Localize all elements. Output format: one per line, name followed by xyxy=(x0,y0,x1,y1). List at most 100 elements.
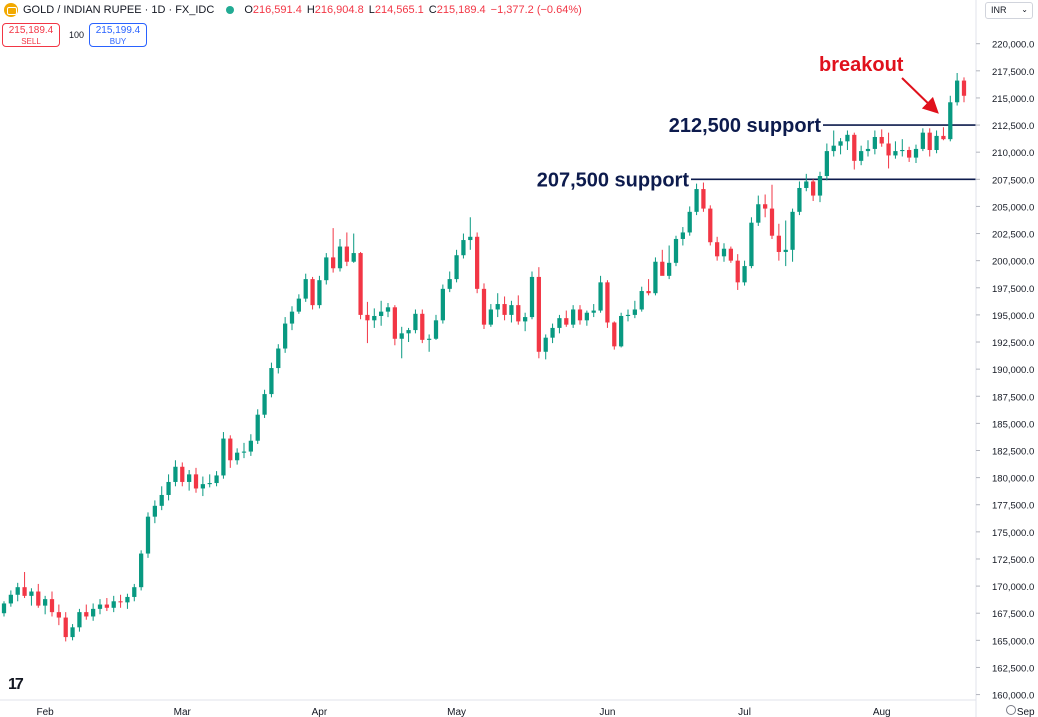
candle-body xyxy=(948,102,953,140)
x-tick-label: Aug xyxy=(873,707,891,717)
chevron-down-icon: ⌄ xyxy=(1021,5,1028,14)
candle xyxy=(735,254,740,290)
candle xyxy=(701,182,706,212)
open-key: O xyxy=(244,4,253,16)
candle xyxy=(303,273,308,302)
candle xyxy=(152,500,157,524)
candle xyxy=(337,238,343,272)
candle xyxy=(36,583,41,608)
close-value: 215,189.4 xyxy=(436,4,486,16)
candle-body xyxy=(221,438,226,476)
candle xyxy=(427,334,432,352)
y-tick-label: 172,500.0 xyxy=(992,555,1034,566)
settings-icon[interactable] xyxy=(1006,705,1016,715)
candle xyxy=(660,249,665,276)
y-tick-label: 210,000.0 xyxy=(992,148,1034,159)
y-tick-label: 207,500.0 xyxy=(992,175,1034,186)
candle-body xyxy=(502,304,507,315)
candle-body xyxy=(708,208,713,243)
candle-body xyxy=(173,466,178,482)
candle xyxy=(358,251,363,320)
candle xyxy=(241,442,247,459)
candle-body xyxy=(673,238,679,263)
candle xyxy=(344,232,349,267)
candle xyxy=(15,582,20,602)
candle xyxy=(125,593,130,609)
candle xyxy=(331,228,336,273)
candle-body xyxy=(859,151,864,161)
candle xyxy=(941,127,946,141)
y-tick-label: 177,500.0 xyxy=(992,501,1034,512)
candle xyxy=(379,300,384,326)
candle xyxy=(639,286,644,312)
candle xyxy=(646,279,651,296)
candle-body xyxy=(132,587,137,597)
candle-body xyxy=(495,304,500,310)
candle xyxy=(934,130,939,154)
candle-body xyxy=(838,141,843,146)
candle xyxy=(187,470,192,491)
candle xyxy=(564,310,569,327)
candle-body xyxy=(701,189,706,209)
time-axis: Feb Mar Apr May Jun Jul Aug Sep xyxy=(0,699,1035,717)
currency-selector[interactable]: INR ⌄ xyxy=(985,2,1033,19)
x-tick-label: Mar xyxy=(174,707,192,717)
buy-button[interactable]: 215,199.4 BUY xyxy=(89,23,147,47)
candle xyxy=(927,128,932,157)
candle xyxy=(680,227,685,246)
candle-body xyxy=(797,187,802,212)
candle xyxy=(605,280,610,328)
candle xyxy=(543,334,548,360)
candle xyxy=(804,173,809,192)
candle xyxy=(872,130,877,155)
candle-body xyxy=(529,276,535,318)
candle-body xyxy=(49,599,55,613)
candle-body xyxy=(365,314,370,321)
candle-body xyxy=(879,136,884,144)
x-tick-label: Jun xyxy=(599,707,615,717)
candle-body xyxy=(269,368,274,395)
candle-body xyxy=(166,481,171,495)
candle xyxy=(667,245,672,280)
x-tick-label: May xyxy=(447,707,466,717)
candle-body xyxy=(509,305,514,315)
symbol-title[interactable]: GOLD / INDIAN RUPEE · 1D · FX_IDC xyxy=(23,4,215,16)
candle-body xyxy=(632,309,637,315)
sell-button[interactable]: 215,189.4 SELL xyxy=(2,23,60,47)
quantity[interactable]: 100 xyxy=(69,30,85,40)
candle xyxy=(173,460,178,487)
candle-body xyxy=(872,136,877,149)
candle xyxy=(879,129,884,147)
y-tick-label: 197,500.0 xyxy=(992,284,1034,295)
candle-body xyxy=(728,248,733,261)
market-status-icon xyxy=(226,6,235,14)
candle-body xyxy=(776,235,781,252)
candle xyxy=(845,130,850,151)
candle xyxy=(776,223,781,261)
candle xyxy=(886,132,891,169)
candle xyxy=(728,246,733,263)
candle xyxy=(831,130,836,157)
candles xyxy=(1,72,967,642)
candle-body xyxy=(385,307,391,312)
candle-body xyxy=(379,311,384,316)
candle xyxy=(289,306,295,331)
breakout-arrow xyxy=(901,77,939,114)
candle xyxy=(913,144,919,164)
candle-body xyxy=(207,483,212,485)
candle xyxy=(475,232,480,294)
candle xyxy=(132,583,137,602)
candle xyxy=(811,179,816,201)
candle-body xyxy=(893,151,898,156)
candle xyxy=(420,309,425,344)
y-tick-label: 205,000.0 xyxy=(992,202,1034,213)
candle xyxy=(159,486,164,511)
candle xyxy=(817,171,823,203)
y-tick-label: 170,000.0 xyxy=(992,582,1034,593)
y-tick-label: 167,500.0 xyxy=(992,609,1034,620)
candle-body xyxy=(111,601,116,608)
candle-body xyxy=(577,309,583,321)
candle-body xyxy=(715,242,720,257)
candle-body xyxy=(557,318,562,328)
